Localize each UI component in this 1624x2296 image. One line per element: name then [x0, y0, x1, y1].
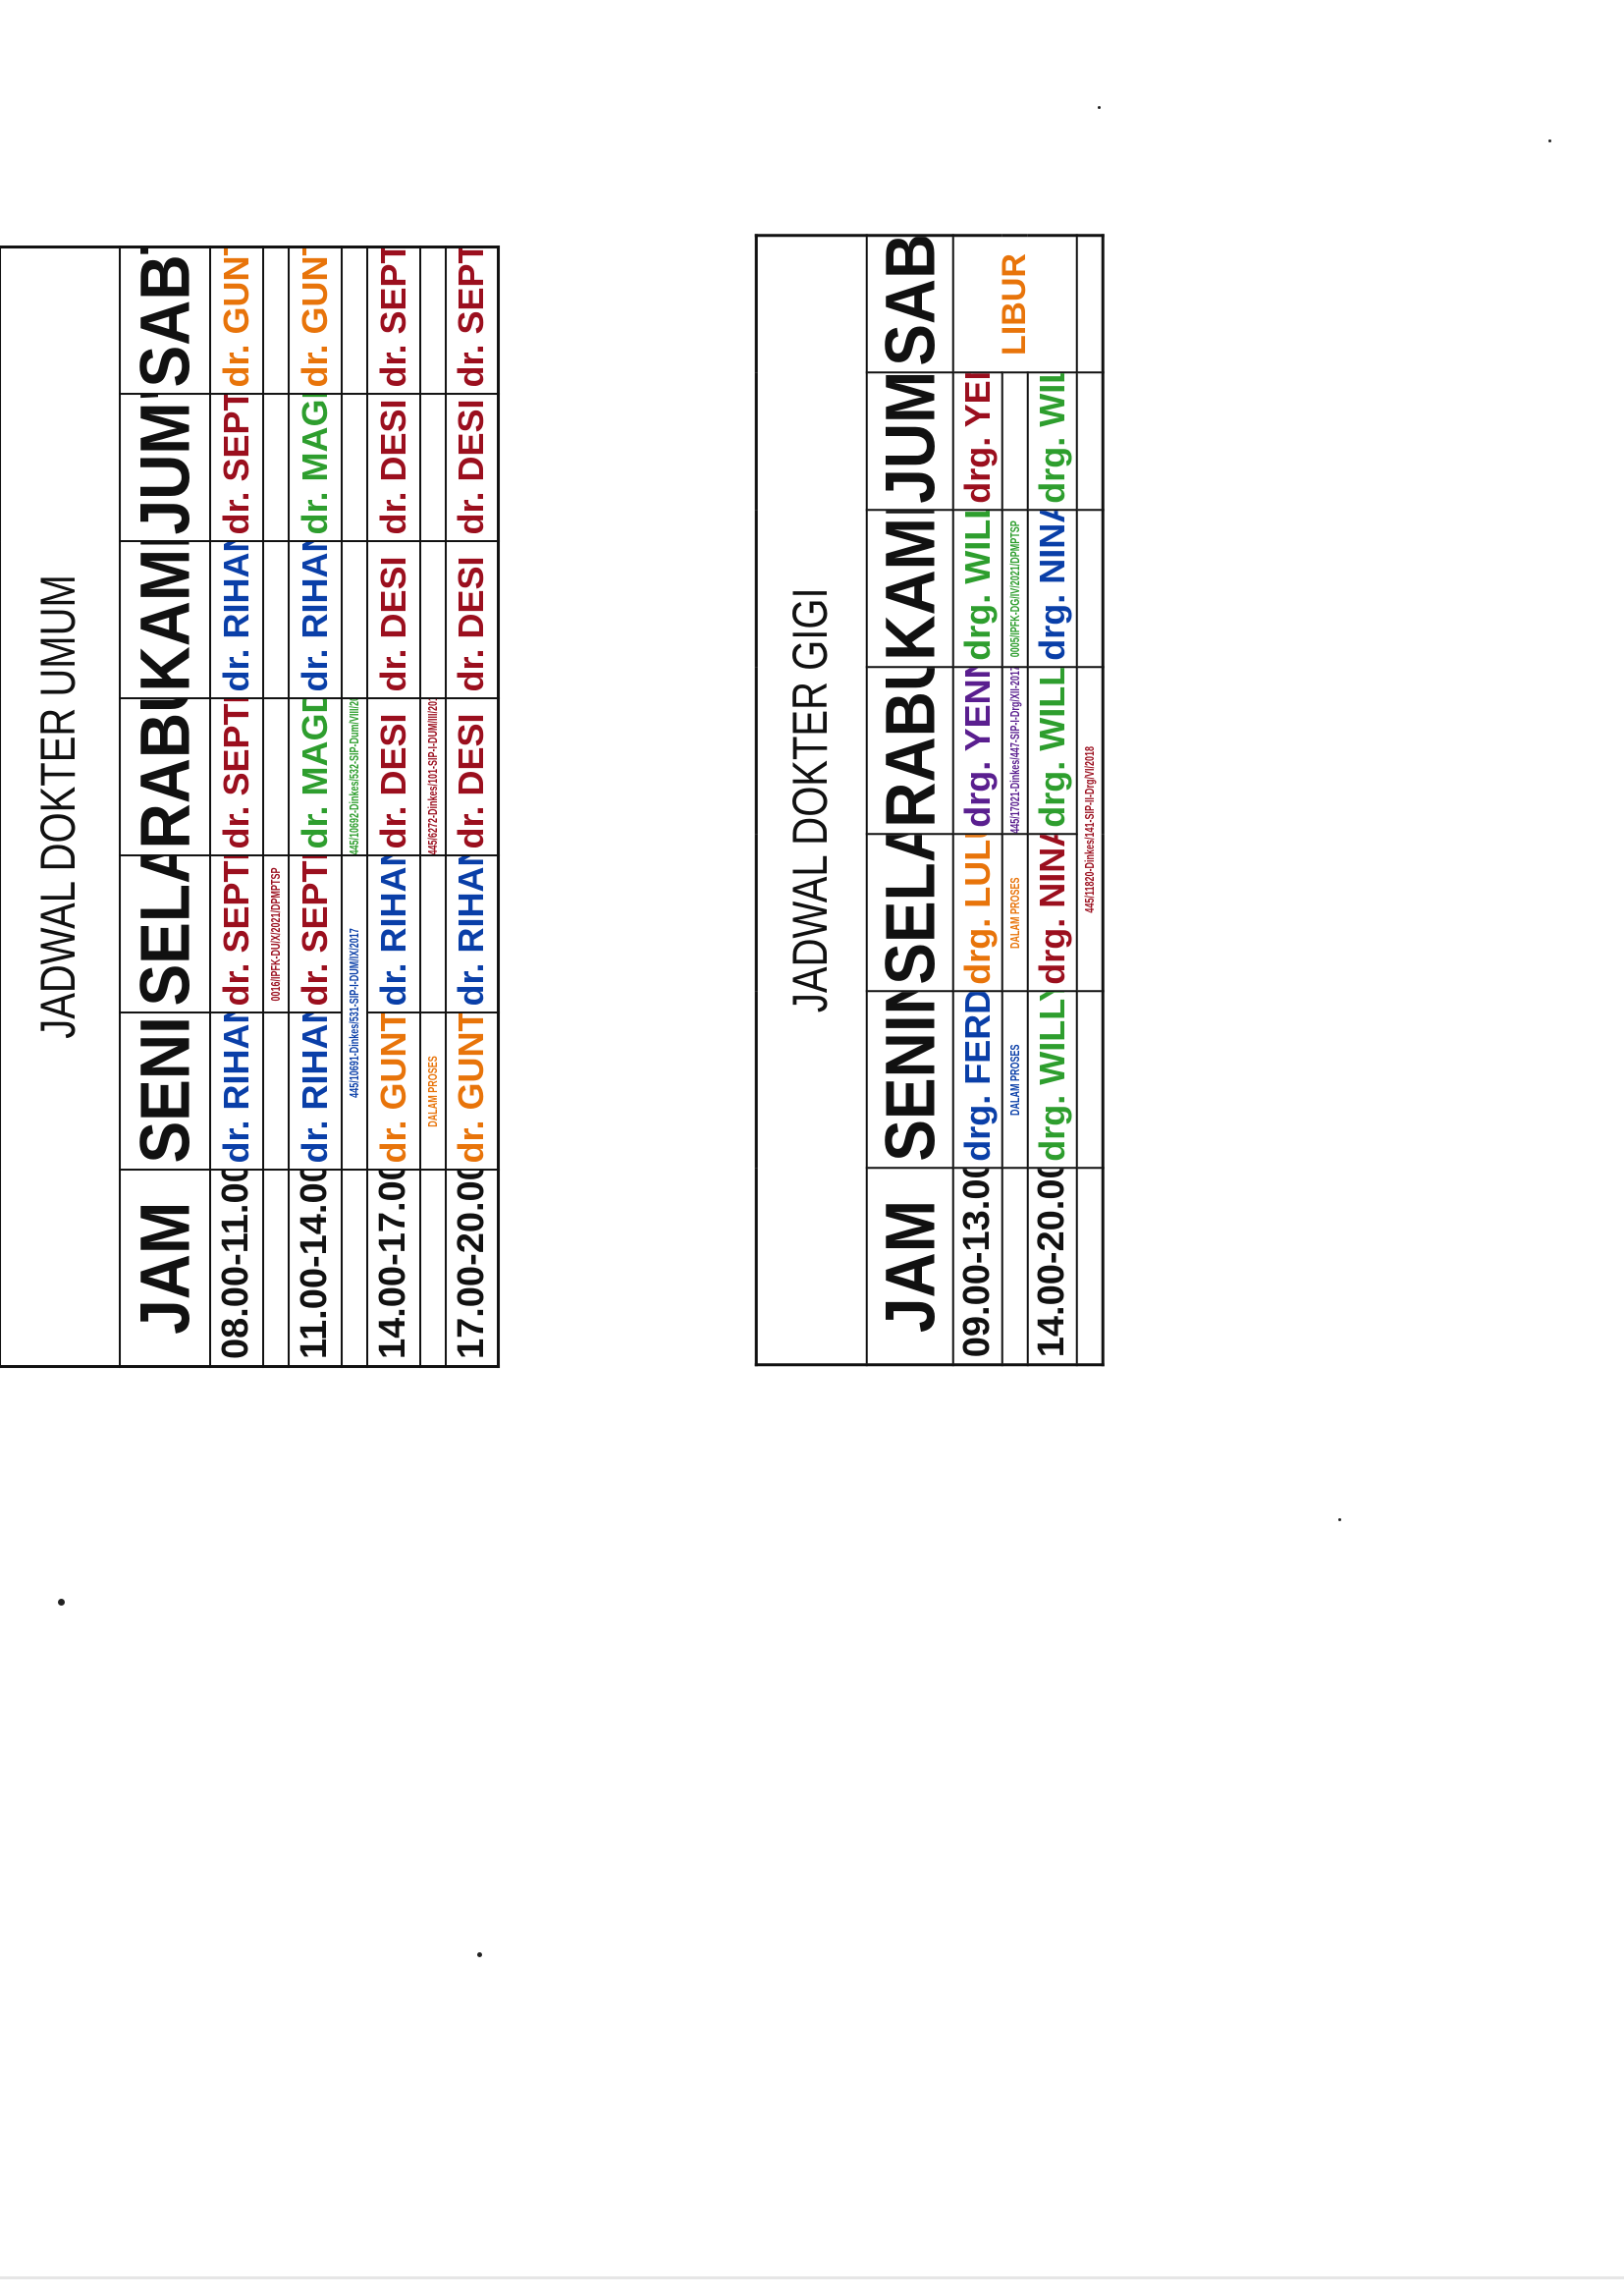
header-sabtu: SABTU	[119, 246, 210, 395]
doctor-cell: dr. DESI	[445, 698, 499, 856]
doctor-cell: drg. YENNI	[952, 667, 1002, 835]
license-note-row: DALAM PROSES DALAM PROSES 445/17021-Dink…	[1001, 236, 1028, 1365]
doctor-cell: dr. DESI	[366, 698, 420, 856]
header-kamis: KAMIS	[119, 541, 210, 699]
license-note: 445/10691-Dinkes/531-SIP-I-DUM/IX/2017	[341, 855, 367, 1171]
jadwal-dokter-gigi-table: JADWAL DOKTER GIGI JAM SENIN SELASA RABU…	[754, 234, 1105, 1367]
scan-edge	[0, 2276, 1624, 2279]
header-kamis: KAMIS	[866, 510, 953, 668]
doctor-cell: dr. MAGDALIZA	[288, 698, 342, 856]
header-senin: SENIN	[119, 1012, 210, 1171]
header-selasa: SELASA	[866, 834, 953, 992]
license-note: 445/6272-Dinkes/101-SIP-I-DUM/III/2018	[419, 698, 446, 856]
doctor-cell: drg. WILLY	[952, 510, 1002, 668]
doctor-cell: drg. LULU	[952, 834, 1002, 992]
doctor-cell: dr. RIHANA	[209, 541, 263, 699]
doctor-cell: dr. DESI	[445, 394, 499, 542]
doctor-cell: dr. DESI	[366, 541, 420, 699]
jam-cell: 14.00-20.00	[1027, 1168, 1077, 1365]
doctor-cell: dr. SEPTI	[445, 246, 499, 395]
jam-cell: 09.00-13.00	[952, 1168, 1002, 1365]
doctor-cell: dr. DESI	[366, 394, 420, 542]
jam-cell: 11.00-14.00	[288, 1170, 342, 1367]
scan-speck	[1098, 106, 1101, 109]
table-row: 11.00-14.00 dr. RIHANA dr. SEPTI dr. MAG…	[288, 246, 342, 1367]
doctor-cell: dr. RIHANA	[209, 1012, 263, 1171]
doctor-cell: dr. MAGDALIZA	[288, 394, 342, 542]
header-jam: JAM	[866, 1168, 953, 1365]
doctor-cell: dr. RIHANA	[288, 541, 342, 699]
license-note: DALAM PROSES	[1001, 834, 1028, 992]
license-note: 0005/IPFK-DG/IV/2021/DPMPTSP	[1001, 510, 1028, 668]
doctor-cell: dr. GUNTUR	[288, 246, 342, 395]
license-note: DALAM PROSES	[1001, 991, 1028, 1169]
header-rabu: RABU	[119, 698, 210, 856]
doctor-cell: drg. WILLY	[1027, 991, 1077, 1169]
table-title: JADWAL DOKTER UMUM	[0, 246, 120, 1367]
doctor-cell: dr. SEPTI	[209, 855, 263, 1013]
license-note: 445/10692-Dinkes/532-SIP-Dum/VIII/2017	[341, 698, 367, 856]
license-note-row: 0016/IPFK-DU/X/2021/DPMPTSP	[262, 246, 289, 1367]
table-row: 17.00-20.00 dr. GUNTUR dr. RIHANA dr. DE…	[445, 246, 499, 1367]
doctor-cell: drg. FERDIAN	[952, 991, 1002, 1169]
header-jumat: JUM"AT	[866, 372, 953, 511]
header-senin: SENIN	[866, 991, 953, 1169]
doctor-cell: drg. WILLY	[1027, 372, 1077, 511]
license-note-row: 445/11820-Dinkes/141-SIP-II-Drg/VI/2018	[1076, 235, 1103, 1365]
doctor-cell: dr. RIHANA	[366, 855, 420, 1013]
doctor-cell: dr. SEPTI	[366, 246, 420, 395]
scan-speck	[1338, 1518, 1341, 1521]
license-note: 0016/IPFK-DU/X/2021/DPMPTSP	[262, 855, 289, 1013]
doctor-cell: dr. GUNTUR	[209, 246, 263, 395]
sabtu-libur-cell: LIBUR	[952, 235, 1077, 373]
jam-cell: 17.00-20.00	[445, 1170, 499, 1367]
license-note: 445/11820-Dinkes/141-SIP-II-Drg/VI/2018	[1076, 667, 1103, 992]
header-selasa: SELASA	[119, 855, 210, 1013]
license-note-row: 445/10691-Dinkes/531-SIP-I-DUM/IX/2017 4…	[341, 246, 367, 1367]
doctor-cell: drg. YENNI	[952, 372, 1002, 511]
header-jam: JAM	[119, 1170, 210, 1367]
header-jumat: JUM"AT	[119, 394, 210, 542]
table-title: JADWAL DOKTER GIGI	[756, 235, 867, 1365]
table-row: 14.00-17.00 dr. GUNTUR dr. RIHANA dr. DE…	[366, 246, 420, 1367]
doctor-cell: dr. GUNTUR	[445, 1012, 499, 1171]
scan-speck	[1548, 139, 1551, 142]
license-note: DALAM PROSES	[419, 1012, 446, 1171]
header-rabu: RABU	[866, 667, 953, 835]
table-row: 09.00-13.00 drg. FERDIAN drg. LULU drg. …	[952, 235, 1077, 1365]
jadwal-dokter-umum-table: JADWAL DOKTER UMUM JAM SENIN SELASA RABU…	[0, 245, 501, 1369]
jam-cell: 14.00-17.00	[366, 1170, 420, 1367]
license-note: 445/17021-Dinkes/447-SIP-I-Drg/XII-2017	[1001, 667, 1028, 835]
doctor-cell: dr. SEPTI	[209, 698, 263, 856]
doctor-cell: dr. DESI	[445, 541, 499, 699]
license-note-row: DALAM PROSES 445/6272-Dinkes/101-SIP-I-D…	[419, 246, 446, 1367]
scan-speck	[58, 1599, 65, 1606]
doctor-cell: drg. WILLY	[1027, 667, 1077, 835]
doctor-cell: dr. SEPTI	[209, 394, 263, 542]
doctor-cell: dr. RIHANA	[445, 855, 499, 1013]
doctor-cell: dr. SEPTI	[288, 855, 342, 1013]
table-row: 14.00-20.00 drg. WILLY drg. NINA drg. WI…	[1027, 236, 1077, 1365]
jam-cell: 08.00-11.00	[209, 1170, 263, 1367]
doctor-cell: dr. RIHANA	[288, 1012, 342, 1171]
doctor-cell: dr. GUNTUR	[366, 1012, 420, 1171]
scan-speck	[477, 1952, 482, 1957]
table-row: 08.00-11.00 dr. RIHANA dr. SEPTI dr. SEP…	[209, 246, 263, 1367]
doctor-cell: drg. NINA	[1027, 510, 1077, 668]
doctor-cell: drg. NINA	[1027, 834, 1077, 992]
header-sabtu: SABTU	[866, 235, 953, 373]
